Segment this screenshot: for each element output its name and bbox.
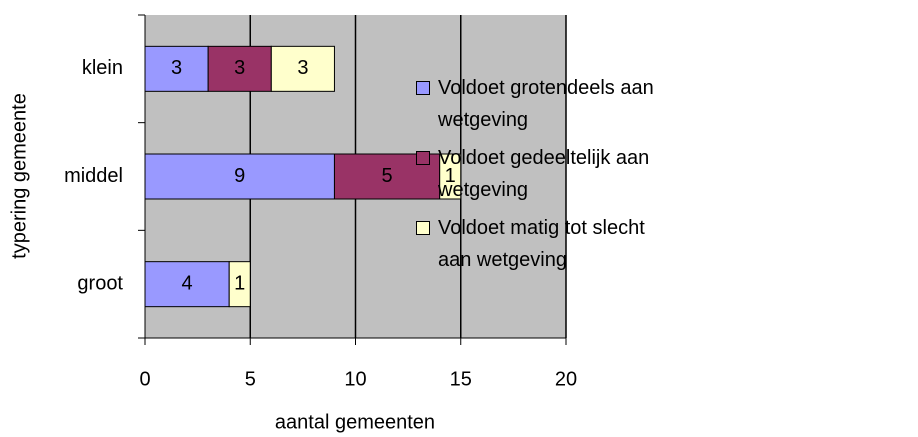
legend-entry: Voldoet gedeeltelijk aan wetgeving xyxy=(416,142,666,206)
x-tick-label: 0 xyxy=(139,368,150,390)
data-label: 3 xyxy=(234,57,245,79)
bar-segment xyxy=(207,45,272,92)
data-label: 3 xyxy=(171,57,182,79)
x-axis-title: aantal gemeenten xyxy=(275,411,435,433)
data-label: 3 xyxy=(297,57,308,79)
x-tick-label: 5 xyxy=(245,368,256,390)
data-label: 9 xyxy=(234,165,245,187)
legend-label: Voldoet gedeeltelijk aan wetgeving xyxy=(438,147,650,201)
legend-label: Voldoet matig tot slecht aan wetgeving xyxy=(438,217,645,271)
legend-swatch xyxy=(416,221,430,235)
y-axis-title: typering gemeente xyxy=(8,93,30,259)
data-label: 1 xyxy=(445,165,456,187)
bar-segment xyxy=(144,261,230,308)
legend-swatch xyxy=(416,151,430,165)
data-label: 4 xyxy=(182,272,193,294)
data-label: 5 xyxy=(382,165,393,187)
bar-segment xyxy=(144,153,335,200)
bar-segment xyxy=(270,45,335,92)
bar-segment xyxy=(228,261,251,308)
legend: Voldoet grotendeels aan wetgeving Voldoet… xyxy=(416,72,666,282)
legend-entry: Voldoet matig tot slecht aan wetgeving xyxy=(416,212,666,276)
bar-segment xyxy=(439,153,462,200)
bar-segment xyxy=(144,45,209,92)
x-tick-label: 20 xyxy=(555,368,577,390)
y-tick-label: klein xyxy=(82,57,123,79)
y-tick-label: groot xyxy=(77,272,123,294)
data-label: 1 xyxy=(234,272,245,294)
x-tick-label: 15 xyxy=(450,368,472,390)
legend-label: Voldoet grotendeels aan wetgeving xyxy=(438,77,654,131)
legend-entry: Voldoet grotendeels aan wetgeving xyxy=(416,72,666,136)
legend-swatch xyxy=(416,81,430,95)
x-tick-label: 10 xyxy=(344,368,366,390)
y-tick-label: middel xyxy=(64,165,123,187)
